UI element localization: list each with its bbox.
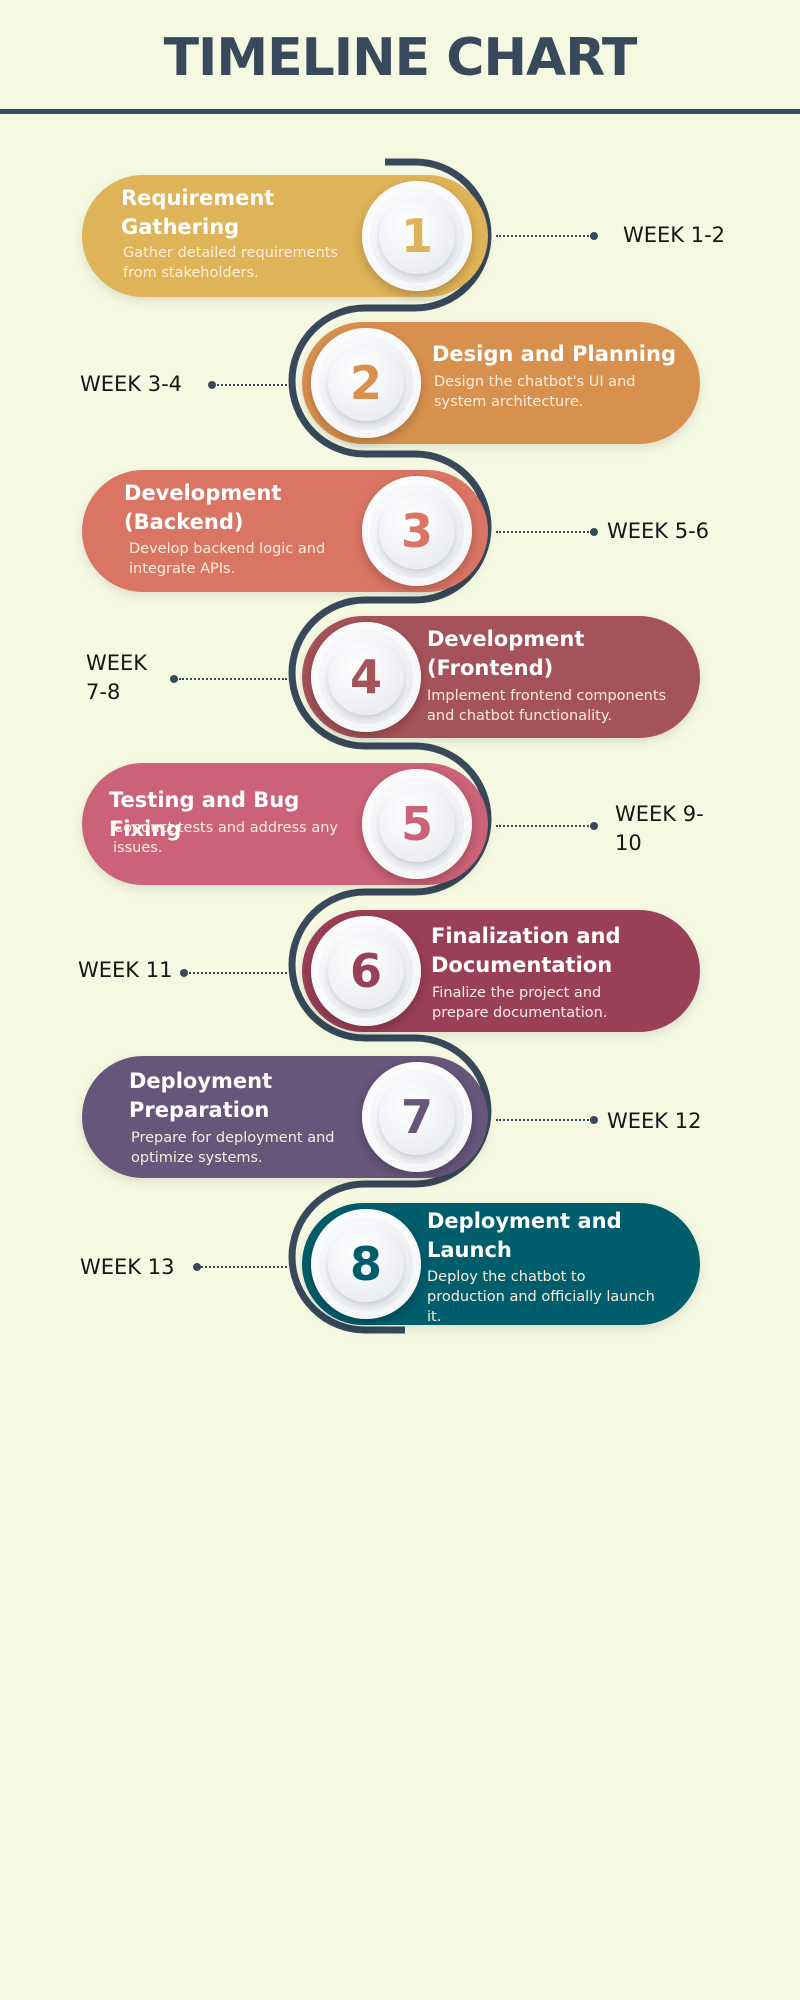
step-title-6: Finalization and Documentation: [431, 924, 621, 977]
step-description-8: Deploy the chatbot to production and off…: [427, 1269, 655, 1325]
step-connector-2: [213, 384, 287, 386]
step-connector-dot-6: [180, 969, 188, 977]
step-week-7: WEEK 12: [607, 1109, 702, 1133]
step-connector-dot-3: [590, 528, 598, 536]
step-description-1: Gather detailed requirements from stakeh…: [123, 245, 339, 281]
step-badge-2: 2: [311, 328, 421, 438]
step-connector-6: [189, 972, 287, 974]
step-description-2: Design the chatbot's UI and system archi…: [434, 374, 636, 410]
step-number-4: 4: [349, 650, 382, 704]
step-number-6: 6: [349, 944, 382, 998]
step-week-5: WEEK 9-10: [615, 802, 704, 855]
step-connector-1: [496, 235, 592, 237]
step-number-7: 7: [400, 1090, 433, 1144]
step-connector-dot-4: [170, 675, 178, 683]
step-number-2: 2: [349, 356, 382, 410]
step-connector-dot-8: [193, 1263, 201, 1271]
step-title-4: Development (Frontend): [427, 627, 585, 680]
step-number-3: 3: [400, 504, 433, 558]
step-week-2: WEEK 3-4: [80, 372, 183, 396]
step-title-2: Design and Planning: [432, 342, 676, 366]
step-connector-3: [496, 531, 592, 533]
step-description-3: Develop backend logic and integrate APIs…: [129, 541, 326, 577]
step-week-4: WEEK 7-8: [86, 651, 148, 704]
step-badge-8: 8: [311, 1209, 421, 1319]
step-connector-dot-5: [590, 822, 598, 830]
step-badge-6: 6: [311, 916, 421, 1026]
step-badge-3: 3: [362, 476, 472, 586]
step-description-7: Prepare for deployment and optimize syst…: [131, 1130, 335, 1166]
step-description-6: Finalize the project and prepare documen…: [432, 985, 608, 1021]
step-week-1: WEEK 1-2: [623, 223, 726, 247]
title-divider: [0, 109, 800, 114]
step-connector-dot-2: [208, 381, 216, 389]
step-title-1: Requirement Gathering: [121, 186, 275, 239]
step-badge-1: 1: [362, 181, 472, 291]
step-connector-7: [496, 1119, 592, 1121]
step-number-5: 5: [400, 797, 433, 851]
step-badge-7: 7: [362, 1062, 472, 1172]
step-title-5: Testing and Bug Fixing: [109, 788, 300, 841]
step-badge-4: 4: [311, 622, 421, 732]
step-connector-dot-1: [590, 232, 598, 240]
step-title-3: Development (Backend): [124, 481, 282, 534]
step-badge-5: 5: [362, 769, 472, 879]
step-week-6: WEEK 11: [78, 958, 173, 982]
step-description-5: Conduct tests and address any issues.: [113, 820, 338, 856]
step-title-7: Deployment Preparation: [129, 1069, 273, 1122]
step-connector-4: [179, 678, 287, 680]
step-number-1: 1: [400, 209, 433, 263]
page-title: TIMELINE CHART: [163, 28, 638, 88]
step-connector-8: [201, 1266, 287, 1268]
step-description-4: Implement frontend components and chatbo…: [427, 688, 667, 724]
step-week-3: WEEK 5-6: [607, 519, 710, 543]
step-connector-dot-7: [590, 1116, 598, 1124]
step-week-8: WEEK 13: [80, 1255, 175, 1279]
step-title-8: Deployment and Launch: [427, 1209, 622, 1262]
step-number-8: 8: [349, 1237, 382, 1291]
step-connector-5: [496, 825, 592, 827]
